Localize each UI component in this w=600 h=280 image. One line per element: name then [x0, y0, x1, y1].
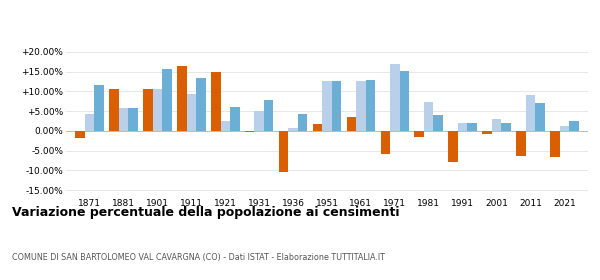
Bar	[230, 107, 239, 131]
Bar	[390, 64, 400, 131]
Bar	[279, 131, 289, 172]
Bar	[467, 123, 477, 131]
Bar	[482, 131, 492, 134]
Bar	[289, 128, 298, 131]
Bar	[332, 81, 341, 131]
Bar	[153, 89, 162, 131]
Bar	[448, 131, 458, 162]
Bar	[94, 85, 104, 131]
Bar	[356, 81, 365, 131]
Bar	[433, 115, 443, 131]
Bar	[254, 111, 264, 131]
Bar	[526, 95, 535, 131]
Bar	[298, 114, 307, 131]
Bar	[128, 108, 138, 131]
Bar	[221, 121, 230, 131]
Bar	[313, 124, 322, 131]
Bar	[400, 71, 409, 131]
Bar	[245, 131, 254, 132]
Bar	[76, 131, 85, 138]
Bar	[162, 69, 172, 131]
Bar	[322, 81, 332, 131]
Bar	[560, 126, 569, 131]
Bar	[365, 80, 375, 131]
Bar	[264, 100, 274, 131]
Bar	[415, 131, 424, 137]
Bar	[187, 94, 196, 131]
Bar	[85, 114, 94, 131]
Text: Variazione percentuale della popolazione ai censimenti: Variazione percentuale della popolazione…	[12, 206, 400, 219]
Bar	[380, 131, 390, 154]
Bar	[458, 123, 467, 131]
Bar	[501, 123, 511, 131]
Bar	[347, 117, 356, 131]
Bar	[211, 73, 221, 131]
Bar	[550, 131, 560, 157]
Bar	[535, 103, 545, 131]
Bar	[143, 88, 153, 131]
Legend: San Bartolomeo Val Cavargna, Provincia di CO, Lombardia: San Bartolomeo Val Cavargna, Provincia d…	[139, 0, 515, 2]
Bar	[569, 121, 578, 131]
Bar	[492, 119, 501, 131]
Bar	[109, 89, 119, 131]
Bar	[424, 102, 433, 131]
Bar	[516, 131, 526, 156]
Bar	[196, 78, 206, 131]
Bar	[177, 66, 187, 131]
Bar	[119, 108, 128, 131]
Text: COMUNE DI SAN BARTOLOMEO VAL CAVARGNA (CO) - Dati ISTAT - Elaborazione TUTTITALI: COMUNE DI SAN BARTOLOMEO VAL CAVARGNA (C…	[12, 253, 385, 262]
